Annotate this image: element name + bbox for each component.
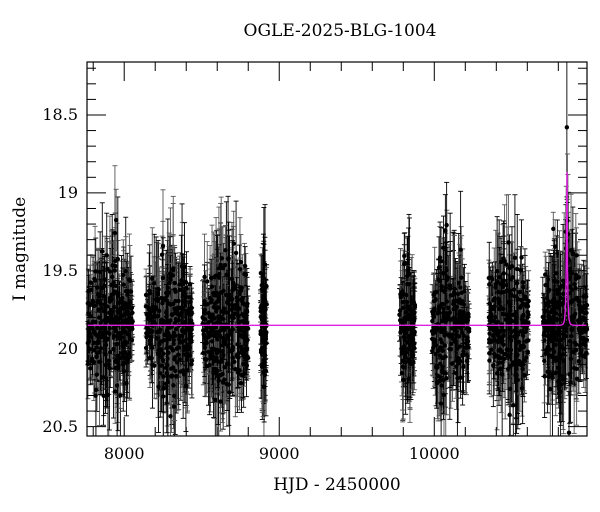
- y-tick-label: 19.5: [42, 260, 78, 280]
- y-tick-label: 18.5: [42, 104, 78, 124]
- error-bars: [85, 62, 590, 437]
- x-tick-label: 8000: [103, 444, 145, 463]
- y-tick-label: 19: [57, 182, 78, 202]
- x-tick-label: 9000: [258, 444, 300, 463]
- data-points: [85, 125, 590, 435]
- y-tick-label: 20.5: [42, 416, 78, 436]
- x-tick-label: 10000: [408, 444, 460, 463]
- x-axis-label: HJD - 2450000: [273, 475, 401, 495]
- y-tick-label: 20: [57, 338, 78, 358]
- model-curve: [87, 171, 587, 327]
- plot-frame: [86, 61, 588, 437]
- chart-title: OGLE-2025-BLG-1004: [243, 21, 437, 41]
- axis-ticks: [87, 62, 587, 436]
